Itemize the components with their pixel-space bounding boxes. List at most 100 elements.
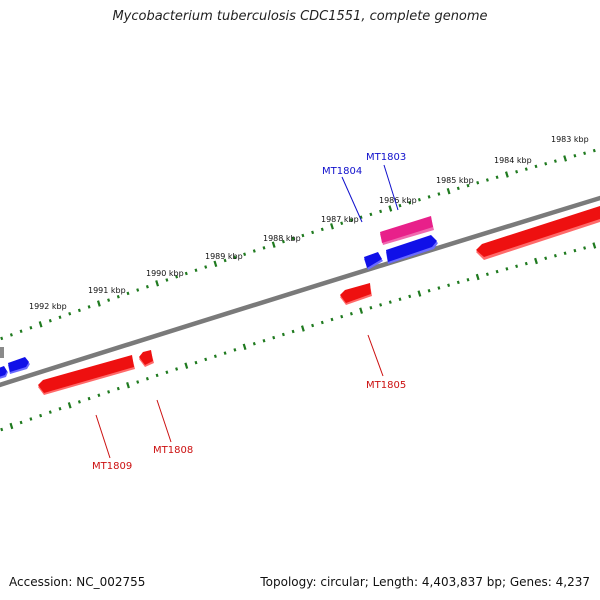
inner-minor-tick bbox=[223, 351, 227, 355]
inner-major-tick bbox=[417, 290, 422, 297]
outer-minor-tick bbox=[320, 227, 324, 232]
inner-minor-tick bbox=[495, 269, 499, 274]
gene-label-mt1808: MT1808 bbox=[153, 445, 193, 456]
outer-minor-tick bbox=[194, 268, 198, 272]
gene-forward-feature-left-2[interactable] bbox=[8, 357, 30, 374]
scale-label-1992: 1992 kbp bbox=[29, 302, 67, 311]
inner-minor-tick bbox=[175, 367, 179, 371]
outer-minor-tick bbox=[48, 319, 52, 323]
outer-minor-tick bbox=[204, 265, 208, 269]
gene-forward-feature-left-1[interactable] bbox=[0, 366, 8, 380]
inner-minor-tick bbox=[340, 314, 344, 319]
outer-minor-tick bbox=[592, 148, 596, 153]
mt1809-leader-line bbox=[95, 414, 111, 459]
outer-major-tick bbox=[213, 260, 218, 267]
inner-minor-tick bbox=[87, 396, 91, 401]
gene-mt1803-feature[interactable] bbox=[380, 216, 434, 245]
inner-minor-tick bbox=[379, 303, 383, 307]
outer-minor-tick bbox=[398, 203, 402, 208]
outer-minor-tick bbox=[281, 239, 285, 244]
inner-major-tick bbox=[534, 257, 538, 265]
inner-minor-tick bbox=[116, 386, 120, 391]
gene-mt1805-feature[interactable] bbox=[340, 283, 372, 305]
inner-minor-tick bbox=[165, 370, 169, 374]
outer-minor-tick bbox=[573, 154, 577, 158]
scale-label-1987: 1987 kbp bbox=[321, 215, 359, 224]
outer-minor-tick bbox=[262, 246, 266, 250]
outer-minor-tick bbox=[544, 161, 548, 166]
gene-label-mt1803: MT1803 bbox=[366, 152, 406, 163]
outer-minor-tick bbox=[223, 258, 227, 263]
inner-minor-tick bbox=[330, 317, 334, 322]
inner-minor-tick bbox=[349, 311, 353, 316]
inner-minor-tick bbox=[437, 286, 441, 290]
inner-major-tick bbox=[300, 325, 305, 332]
inner-minor-tick bbox=[194, 360, 198, 365]
inner-major-tick bbox=[475, 273, 480, 281]
gene-mt1809-feature[interactable] bbox=[38, 355, 135, 395]
accession-text: Accession: NC_002755 bbox=[9, 575, 146, 589]
genome-backbone bbox=[0, 195, 600, 388]
outer-minor-tick bbox=[311, 230, 315, 235]
outer-major-tick bbox=[563, 155, 568, 162]
outer-minor-tick bbox=[0, 336, 4, 341]
outer-minor-tick bbox=[107, 298, 111, 302]
inner-minor-tick bbox=[29, 417, 33, 421]
inner-minor-tick bbox=[515, 264, 519, 268]
outer-major-tick bbox=[271, 241, 276, 248]
inner-minor-tick bbox=[213, 354, 217, 358]
inner-major-tick bbox=[359, 307, 364, 314]
mt1805-leader-line bbox=[367, 334, 384, 377]
inner-major-tick bbox=[126, 382, 130, 389]
mt1804-leader-line bbox=[341, 176, 363, 223]
inner-minor-tick bbox=[456, 280, 460, 285]
scale-label-1990: 1990 kbp bbox=[146, 269, 184, 278]
scale-label-1988: 1988 kbp bbox=[263, 234, 301, 243]
outer-minor-tick bbox=[437, 192, 441, 196]
outer-minor-tick bbox=[165, 278, 169, 282]
outer-minor-tick bbox=[175, 275, 179, 279]
inner-minor-tick bbox=[311, 323, 315, 328]
outer-major-tick bbox=[330, 223, 334, 230]
inner-minor-tick bbox=[563, 251, 567, 255]
outer-minor-tick bbox=[233, 255, 237, 260]
gene-reverse-feature-right[interactable] bbox=[476, 206, 600, 260]
outer-minor-tick bbox=[252, 249, 256, 253]
outer-minor-tick bbox=[553, 159, 557, 163]
gene-label-mt1805: MT1805 bbox=[366, 380, 406, 391]
inner-minor-tick bbox=[58, 406, 62, 411]
outer-minor-tick bbox=[87, 305, 91, 309]
outer-minor-tick bbox=[19, 329, 23, 334]
outer-minor-tick bbox=[515, 170, 519, 174]
outer-minor-tick bbox=[116, 294, 120, 299]
mt1808-leader-line bbox=[156, 399, 172, 443]
mt1803-leader-line bbox=[383, 164, 399, 211]
outer-minor-tick bbox=[340, 221, 344, 226]
outer-minor-tick bbox=[29, 326, 33, 330]
scale-label-1985: 1985 kbp bbox=[436, 176, 474, 185]
inner-minor-tick bbox=[291, 329, 295, 334]
scale-label-1989: 1989 kbp bbox=[205, 252, 243, 261]
scale-label-1984: 1984 kbp bbox=[494, 156, 532, 165]
outer-major-tick bbox=[155, 280, 160, 287]
gene-mt1808-feature[interactable] bbox=[139, 350, 154, 367]
outer-minor-tick bbox=[349, 218, 353, 223]
outer-minor-tick bbox=[476, 181, 480, 185]
outer-major-tick bbox=[446, 188, 451, 195]
outer-minor-tick bbox=[456, 186, 460, 191]
inner-minor-tick bbox=[408, 294, 412, 299]
inner-minor-tick bbox=[573, 248, 577, 253]
outer-minor-tick bbox=[427, 195, 431, 199]
outer-minor-tick bbox=[58, 315, 62, 320]
outer-major-tick bbox=[38, 321, 43, 328]
inner-minor-tick bbox=[233, 348, 237, 352]
outer-major-tick bbox=[504, 171, 509, 178]
outer-minor-tick bbox=[369, 212, 373, 217]
gene-mt1804-feature[interactable] bbox=[364, 252, 383, 270]
inner-minor-tick bbox=[107, 390, 111, 394]
inner-minor-tick bbox=[155, 373, 159, 378]
gene-forward-feature[interactable] bbox=[386, 235, 438, 264]
inner-major-tick bbox=[592, 242, 597, 249]
outer-minor-tick bbox=[417, 198, 421, 202]
